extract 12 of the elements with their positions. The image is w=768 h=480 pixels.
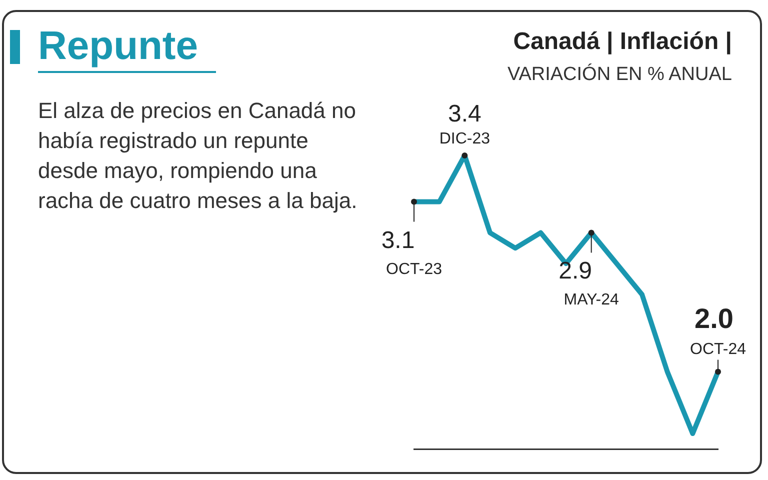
y-axis-title: VARIACIÓN EN % ANUAL <box>507 64 732 86</box>
x-tick-label: OCT-23 <box>386 260 442 278</box>
data-label: 2.9 <box>558 258 592 285</box>
x-tick-label: MAY-24 <box>564 292 620 309</box>
data-label: 3.1 <box>381 226 415 254</box>
data-label: 3.4 <box>448 100 482 128</box>
data-label: 2.0 <box>694 302 734 334</box>
text: El alza de precios en Canadá no había registrado un repunte desde mayo, rompiendo una racha de cuatro meses a la baja. <box>38 97 358 215</box>
x-tick-label: DIC-23 <box>439 130 490 148</box>
x-tick-label: OCT-24 <box>690 340 746 358</box>
chart-title: Repunte <box>38 24 216 73</box>
chart-subtitle: Canadá | Inflación | <box>513 28 732 56</box>
